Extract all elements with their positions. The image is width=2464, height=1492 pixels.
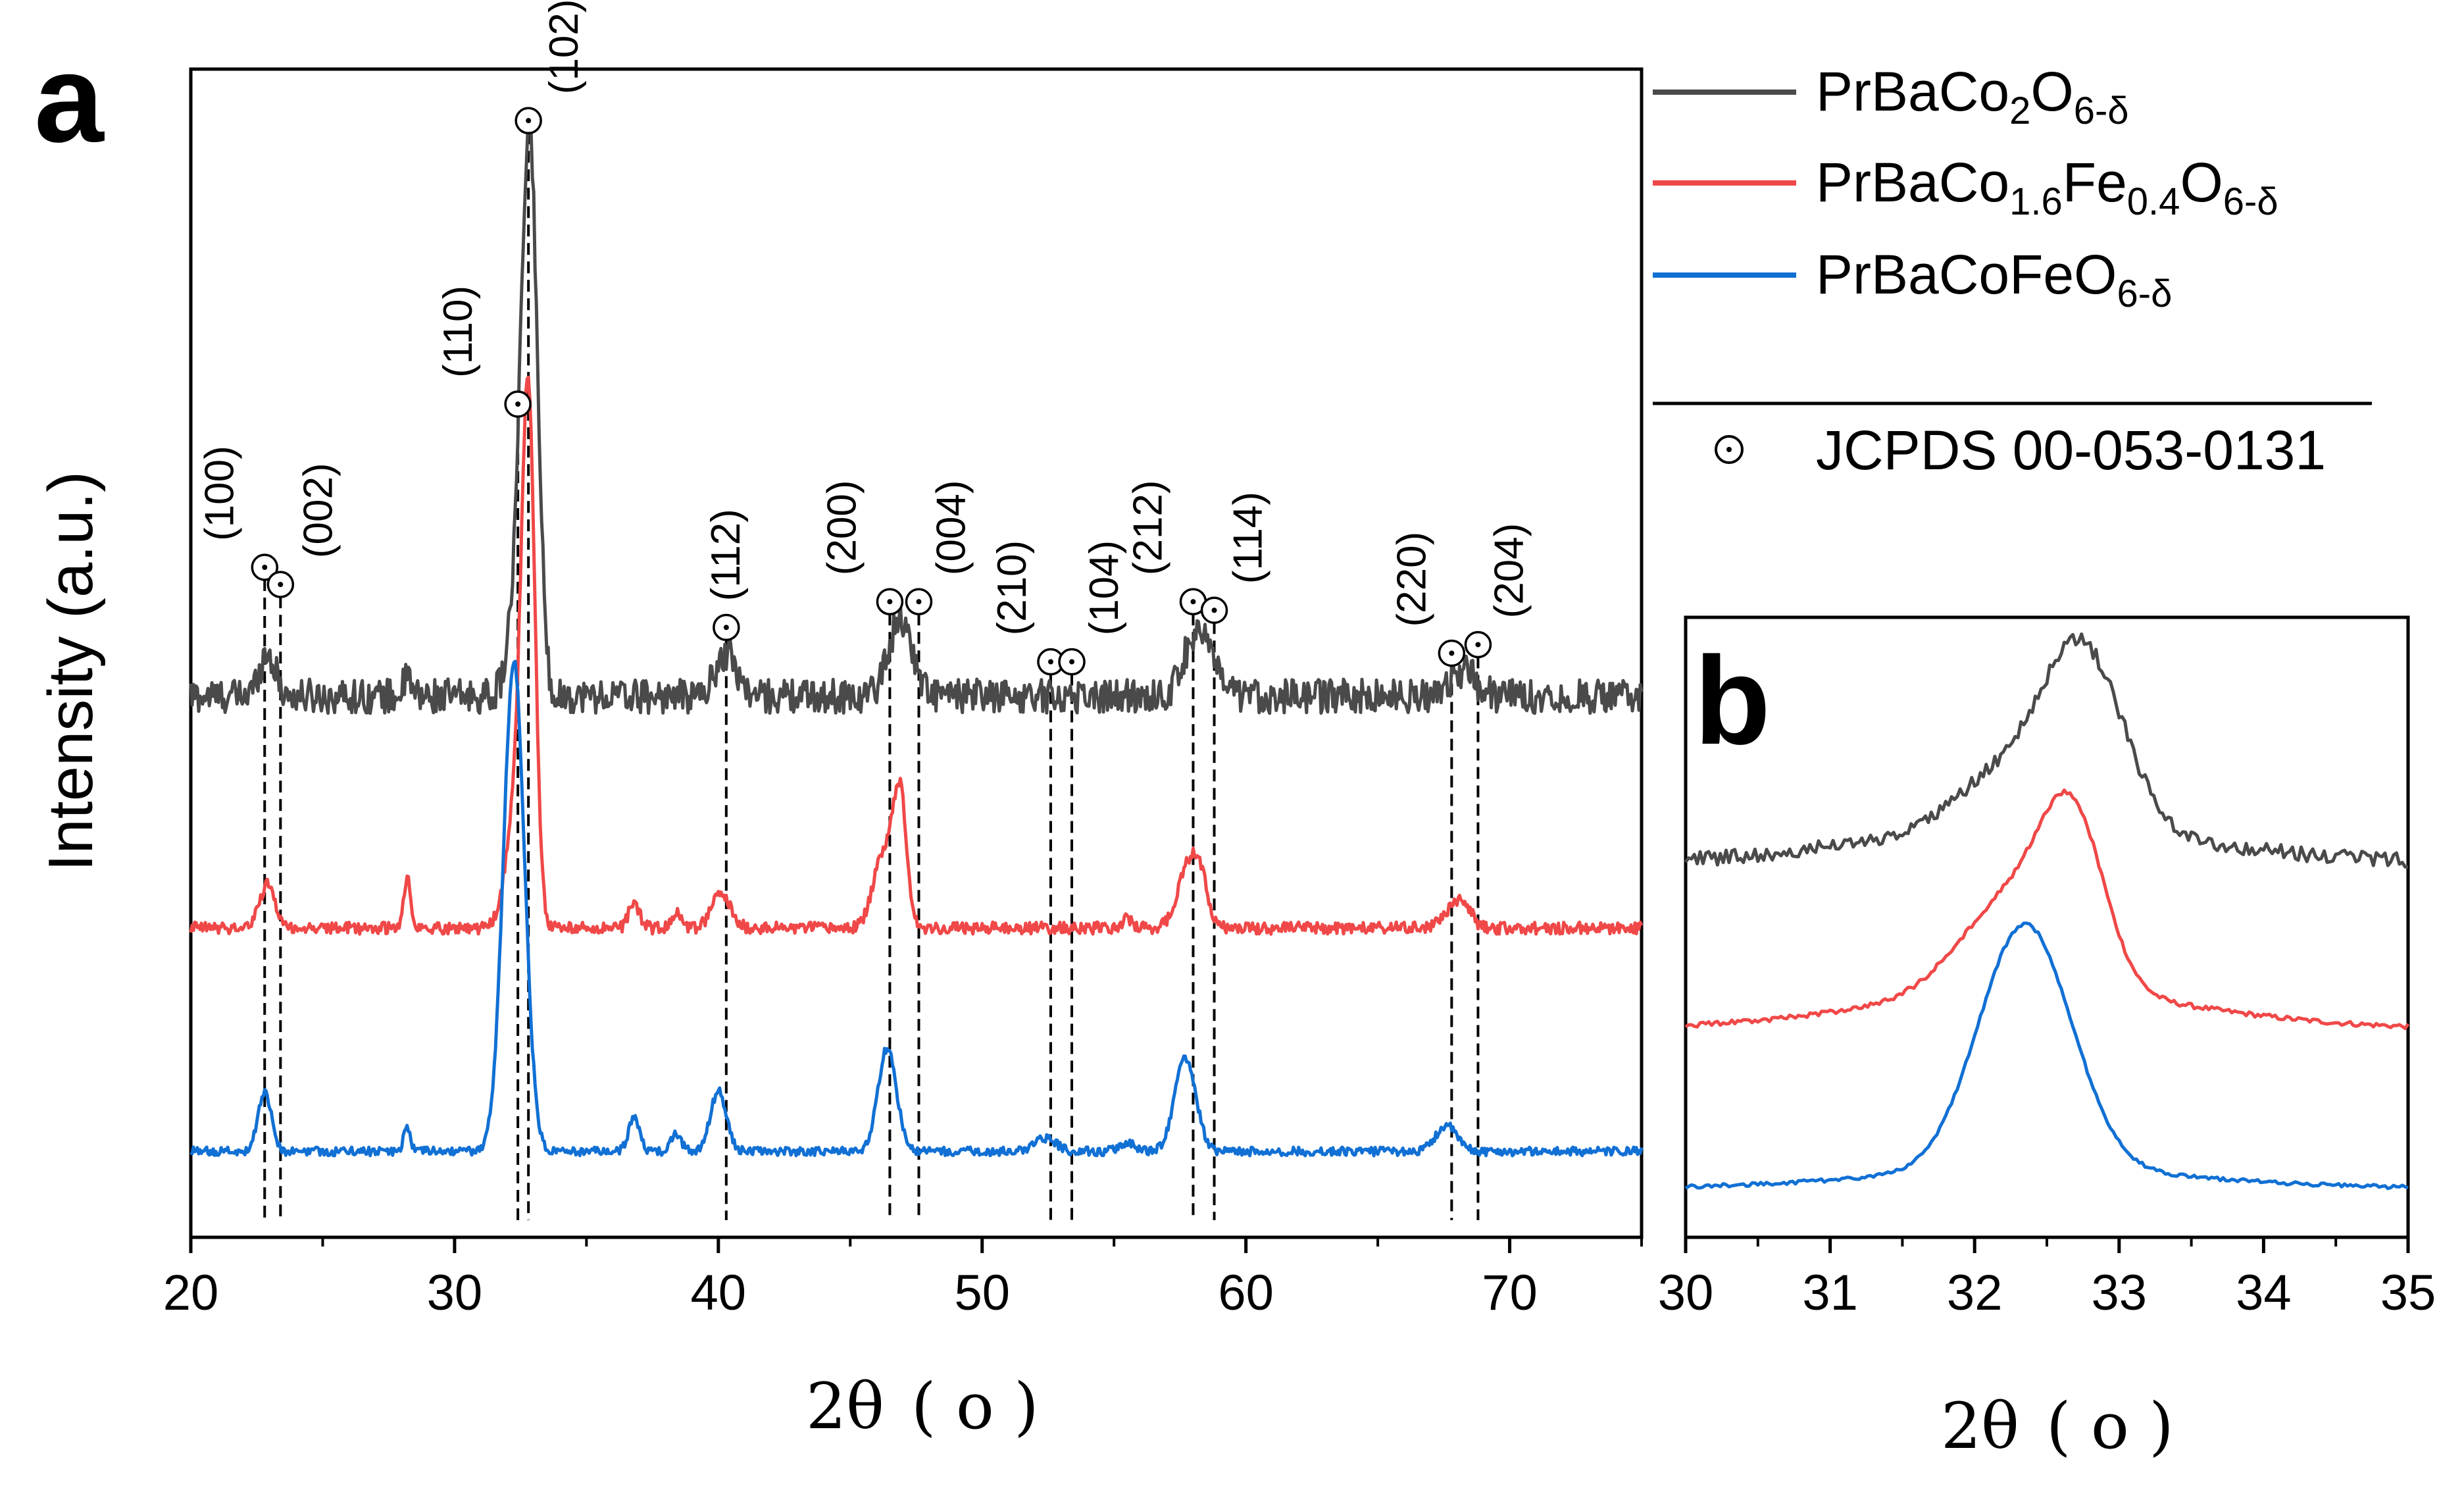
circle-dot-icon-center	[723, 625, 729, 630]
panel-b-x-axis-title-unit: ( o )	[2046, 1389, 2174, 1463]
hkl-label: (220)	[1389, 532, 1434, 627]
panel-a-x-axis-title: 2θ ( o )	[806, 1370, 1039, 1443]
circle-dot-icon-center	[526, 118, 532, 124]
x-tick-label: 50	[954, 1265, 1010, 1321]
hkl-label: (210)	[990, 540, 1035, 636]
series-line-prbaco2o6	[189, 112, 1644, 715]
hkl-label: (002)	[295, 463, 341, 558]
panel-a-reference-lines	[263, 132, 1480, 1220]
circle-dot-icon-center	[515, 401, 521, 407]
x-tick-label: 30	[427, 1265, 483, 1321]
circle-dot-icon-center	[1475, 642, 1481, 648]
panel-b-x-axis-title: 2θ ( o )	[1941, 1389, 2174, 1463]
inset-x-tick-label: 30	[1658, 1265, 1714, 1321]
hkl-label: (004)	[929, 480, 974, 575]
circle-dot-icon-center	[262, 564, 268, 570]
legend-label-prbaco2o6: PrBaCo2O6-δ	[1816, 61, 2129, 132]
legend-label-jcpds: JCPDS 00-053-0131	[1816, 419, 2326, 481]
inset-x-tick-label: 31	[1802, 1265, 1858, 1321]
circle-dot-icon-center	[887, 599, 893, 605]
panel-a-reference-markers	[251, 107, 1492, 676]
panel-a-x-ticks: 20 30 40 50 60 70	[163, 1237, 1643, 1321]
circle-dot-icon-center	[1069, 659, 1075, 665]
panel-b-series	[1684, 632, 2410, 1191]
panel-a-series	[189, 112, 1644, 1158]
x-tick-label: 60	[1218, 1265, 1274, 1321]
panel-a-label: a	[34, 29, 105, 168]
hkl-label: (200)	[819, 480, 865, 575]
circle-dot-icon-center	[916, 599, 922, 605]
panel-b-x-ticks: 30 31 32 33 34 35	[1658, 1237, 2436, 1321]
hkl-label: (102)	[541, 0, 587, 94]
circle-dot-icon-center	[1211, 607, 1217, 613]
panel-a-frame	[189, 67, 1644, 1239]
hkl-label: (112)	[703, 509, 749, 601]
inset-x-tick-label: 34	[2236, 1265, 2292, 1321]
panel-a-x-axis-title-unit: ( o )	[911, 1370, 1039, 1443]
panel-b-label: b	[1694, 631, 1771, 771]
series-line-prbaco16fe04o6	[189, 375, 1644, 936]
x-tick-label: 70	[1482, 1265, 1538, 1321]
circle-dot-icon-center	[1190, 599, 1196, 605]
legend-label-prbaco16fe04o6: PrBaCo1.6Fe0.4O6-δ	[1816, 151, 2278, 223]
inset-series-line-prbaco16fe04o6	[1684, 788, 2410, 1031]
circle-dot-icon-center	[1047, 659, 1053, 665]
hkl-label: (104)	[1082, 540, 1127, 636]
inset-series-line-prbaco2o6	[1684, 632, 2409, 869]
hkl-label: (110)	[436, 286, 481, 378]
legend-label-prbacofeo6: PrBaCoFeO6-δ	[1816, 244, 2172, 315]
circle-dot-icon-center	[1726, 447, 1732, 452]
hkl-label: (114)	[1226, 492, 1271, 584]
inset-x-tick-label: 35	[2380, 1265, 2436, 1321]
panel-a-y-axis-title: Intensity (a.u.)	[36, 471, 106, 871]
circle-dot-icon-center	[1449, 650, 1455, 656]
legend: PrBaCo2O6-δ PrBaCo1.6Fe0.4O6-δ PrBaCoFeO…	[1653, 61, 2372, 481]
panel-a-hkl-labels: (100) (002) (110) (102) (112) (200) (004) (210)…	[197, 0, 1532, 636]
inset-series-line-prbacofeo6	[1684, 921, 2409, 1191]
inset-x-tick-label: 32	[1947, 1265, 2003, 1321]
x-tick-label: 40	[691, 1265, 747, 1321]
inset-x-tick-label: 33	[2092, 1265, 2148, 1321]
hkl-label: (212)	[1125, 480, 1170, 575]
panel-a-x-axis-title-main: 2θ	[806, 1370, 884, 1443]
x-tick-label: 20	[163, 1265, 219, 1321]
circle-dot-icon-center	[278, 582, 284, 588]
panel-b-frame	[1684, 615, 2410, 1239]
panel-b-x-axis-title-main: 2θ	[1941, 1389, 2019, 1463]
series-line-prbacofeo6	[189, 659, 1644, 1158]
hkl-label: (204)	[1486, 523, 1532, 619]
hkl-label: (100)	[197, 446, 242, 541]
